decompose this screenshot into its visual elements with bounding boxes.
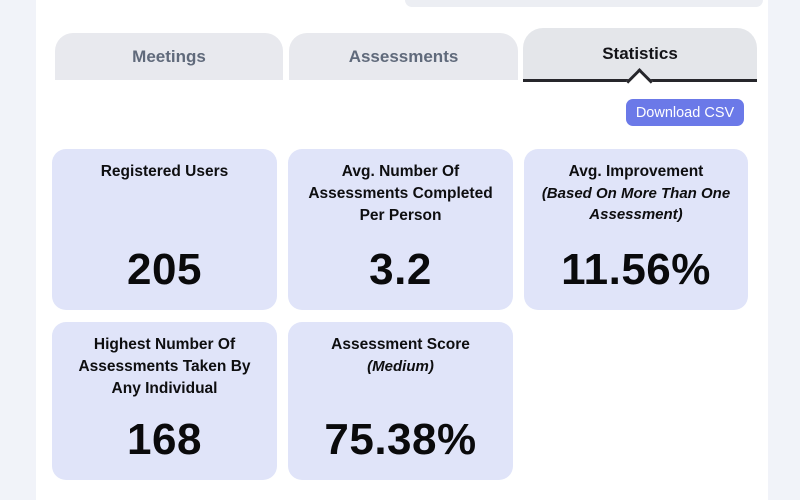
stat-card-value: 75.38%	[324, 415, 477, 464]
tab-meetings-label: Meetings	[132, 46, 206, 66]
tab-statistics[interactable]: Statistics	[523, 28, 757, 95]
stat-card-title: Avg. Number Of Assessments Completed Per…	[308, 163, 493, 224]
stat-card-assessment-score-medium: Assessment Score (Medium) 75.38%	[288, 322, 513, 480]
stat-card-title: Highest Number Of Assessments Taken By A…	[78, 336, 251, 397]
download-csv-button[interactable]: Download CSV	[626, 99, 744, 126]
tab-assessments[interactable]: Assessments	[289, 33, 518, 80]
stat-card-value: 168	[127, 415, 202, 464]
page-background-right-rail	[768, 0, 800, 500]
stat-card-title: Assessment Score	[331, 336, 470, 353]
stat-card-avg-assessments-per-person: Avg. Number Of Assessments Completed Per…	[288, 149, 513, 310]
stat-card-value: 205	[127, 245, 202, 294]
stat-card-highest-assessments-individual: Highest Number Of Assessments Taken By A…	[52, 322, 277, 480]
active-tab-notch	[626, 68, 653, 95]
stat-card-subtitle: (Medium)	[367, 358, 434, 375]
stat-card-registered-users: Registered Users 205	[52, 149, 277, 310]
stat-card-subtitle: (Based On More Than One Assessment)	[541, 185, 731, 223]
cutoff-header-element	[405, 0, 763, 7]
tab-meetings[interactable]: Meetings	[55, 33, 283, 80]
page-background-left-rail	[0, 0, 36, 500]
stat-card-value: 3.2	[369, 245, 432, 294]
stat-card-title: Registered Users	[100, 163, 229, 180]
stat-card-avg-improvement: Avg. Improvement (Based On More Than One…	[524, 149, 748, 310]
tab-assessments-label: Assessments	[348, 46, 459, 66]
tab-statistics-label: Statistics	[602, 43, 678, 63]
stat-card-title: Avg. Improvement	[568, 163, 704, 180]
stat-card-value: 11.56%	[561, 245, 711, 294]
